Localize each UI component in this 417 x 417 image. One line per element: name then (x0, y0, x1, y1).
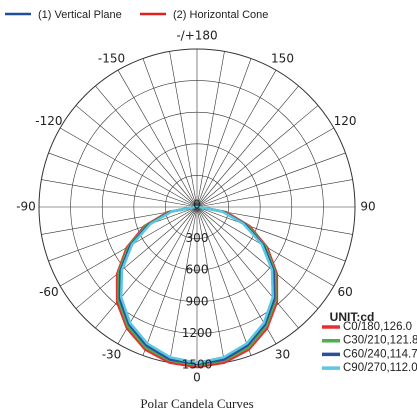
spoke (48, 206, 198, 262)
spoke (196, 206, 299, 329)
spoke (196, 206, 319, 309)
legend-label: C0/180,126.0 (343, 321, 412, 333)
r-tick-label: 0 (193, 198, 201, 212)
angle-tick-label: 0 (193, 371, 201, 385)
spoke (196, 58, 252, 208)
legend-label: C30/210,121.8 (343, 335, 417, 347)
spoke (75, 105, 198, 208)
r-tick-label: 1500 (182, 358, 213, 372)
spoke (196, 179, 353, 208)
spoke (196, 206, 225, 363)
ring (70, 80, 324, 334)
angle-tick-label: 120 (334, 114, 357, 128)
spoke (117, 70, 198, 208)
curve (119, 205, 275, 365)
angle-tick-label: 60 (337, 285, 352, 299)
spoke (196, 152, 346, 208)
spoke (169, 51, 198, 208)
spoke (196, 51, 225, 208)
ring (133, 143, 261, 271)
r-tick-label: 1200 (182, 326, 213, 340)
r-tick-label: 900 (186, 294, 209, 308)
spoke (41, 179, 198, 208)
angle-tick-label: -/+180 (176, 29, 217, 43)
legend-label: C90/270,112.0 (343, 362, 417, 374)
r-tick-label: 300 (186, 231, 209, 245)
angle-tick-label: -120 (35, 114, 62, 128)
spoke (196, 206, 252, 356)
spoke (60, 127, 198, 208)
chart-title: Polar Candela Curves (140, 396, 253, 411)
ring (101, 111, 293, 303)
angle-tick-label: 90 (360, 200, 375, 214)
spoke (95, 206, 198, 329)
spoke (75, 206, 198, 309)
spoke (117, 206, 198, 344)
legend-label: (1) Vertical Plane (38, 9, 122, 21)
spoke (169, 206, 198, 363)
angle-tick-label: -90 (16, 200, 36, 214)
spoke (196, 105, 319, 208)
angle-tick-label: -150 (98, 51, 125, 65)
angle-tick-label: -30 (102, 348, 122, 362)
spoke (196, 85, 299, 208)
legend-label: (2) Horizontal Cone (173, 9, 268, 21)
spoke (196, 206, 346, 262)
spoke (48, 152, 198, 208)
spoke (196, 127, 334, 208)
spoke (95, 85, 198, 208)
legend-label: C60/240,114.7 (343, 348, 417, 360)
spoke (142, 58, 198, 208)
spoke (142, 206, 198, 356)
angle-tick-label: 30 (275, 348, 290, 362)
spoke (196, 70, 277, 208)
spoke (196, 206, 277, 344)
angle-tick-label: -60 (39, 285, 59, 299)
unit-label: UNIT:cd (330, 310, 375, 324)
ring (165, 175, 229, 239)
angle-tick-label: 150 (271, 51, 294, 65)
r-tick-label: 600 (186, 263, 209, 277)
